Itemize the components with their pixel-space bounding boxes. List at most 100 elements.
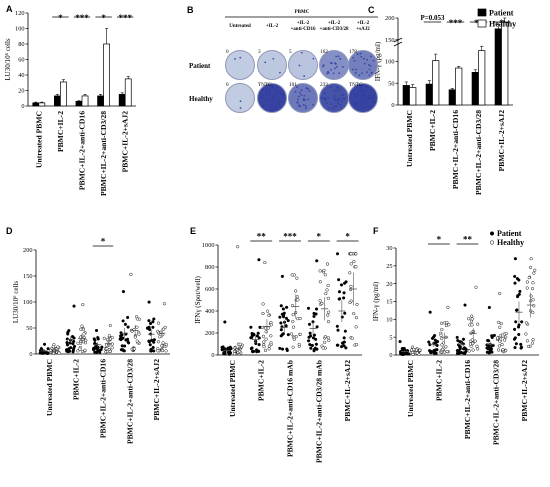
- panel-B-spot: [298, 91, 301, 94]
- panel-B-spot: [272, 57, 275, 60]
- panel-B-spot: [328, 107, 331, 110]
- panel-C-category-label: Untreated PBMC: [405, 110, 414, 167]
- panel-F-data-point: [513, 336, 517, 340]
- panel-D-data-point: [76, 341, 80, 345]
- panel-C-significance-label: P=0.053: [420, 14, 445, 22]
- panel-D-significance-label: *: [101, 237, 106, 247]
- panel-B-spot: [333, 97, 336, 100]
- panel-B-spot: [341, 100, 344, 102]
- panel-F-data-point: [499, 322, 503, 326]
- panel-D-category-label: PBMC+IL-2+anti-CD3/28: [125, 359, 134, 444]
- panel-E-category-label: PBMC+IL-2: [257, 360, 266, 401]
- panel-F-data-point: [513, 274, 517, 278]
- panel-A-y-axis-label: LU30/10⁶ cells: [4, 38, 12, 81]
- panel-A-bar: [75, 100, 83, 107]
- panel-D-data-point: [79, 339, 83, 344]
- panel-A-significance-label: *: [58, 13, 63, 23]
- panel-E-data-point: [298, 332, 302, 336]
- panel-B-spot: [354, 102, 356, 105]
- panel-B-spot: [362, 90, 365, 93]
- panel-F-data-point: [434, 351, 438, 355]
- panel-E-data-point: [339, 345, 344, 349]
- panel-C-bar: [448, 89, 456, 106]
- panel-F-data-point: [514, 342, 518, 346]
- panel-F-data-point: [527, 344, 531, 349]
- panel-D-data-point: [80, 324, 84, 328]
- panel-B-spot: [323, 92, 326, 95]
- panel-D-data-point: [156, 321, 161, 325]
- panel-B-spot: [308, 90, 311, 92]
- panel-E-data-point: [297, 342, 301, 346]
- panel-E-data-point: [326, 320, 331, 324]
- panel-D-data-point: [152, 317, 156, 321]
- panel-F-data-point: [435, 343, 439, 348]
- panel-F-category-label: PBMC+IL-2: [434, 360, 443, 401]
- panel-B-spot: [276, 86, 279, 89]
- panel-E-data-point: [342, 344, 346, 348]
- panel-E-data-point: [281, 313, 286, 317]
- panel-E-data-point: [311, 336, 315, 340]
- panel-B-spot: [333, 105, 336, 108]
- panel-E-data-point: [281, 307, 285, 311]
- panel-F-data-point: [459, 350, 463, 355]
- panel-E-data-point: [350, 336, 354, 340]
- panel-B-spot: [312, 57, 315, 60]
- panel-B-header: PBMC: [295, 10, 310, 15]
- panel-E-data-point: [349, 262, 353, 266]
- panel-D-ytick-label: 0: [29, 351, 32, 358]
- panel-E-data-point: [263, 260, 267, 265]
- panel-F-data-point: [487, 305, 491, 310]
- panel-D-category-label: PBMC+IL-2+anti-CD16: [99, 359, 108, 438]
- panel-F-data-point: [531, 281, 535, 285]
- panel-B-spot: [354, 104, 357, 106]
- panel-E-data-point: [314, 307, 319, 311]
- panel-F-data-point: [533, 268, 537, 272]
- panel-F-data-point: [487, 347, 491, 351]
- panel-F-data-point: [444, 345, 448, 349]
- panel-D-data-point: [126, 341, 131, 345]
- panel-B-spot-count: 162: [320, 49, 328, 55]
- panel-E-category-label: PBMC+IL-2+anti-CD3/28 mAb: [314, 360, 323, 463]
- panel-F-data-point: [434, 340, 438, 344]
- panel-E-data-point: [223, 320, 227, 324]
- panel-F-data-point: [516, 294, 520, 298]
- panel-B-spot: [334, 98, 337, 101]
- panel-B-spot: [371, 71, 374, 74]
- panel-E-data-point: [312, 349, 316, 353]
- panel-A-bar: [97, 95, 104, 107]
- panel-B-spot: [333, 90, 336, 92]
- panel-E-data-point: [349, 284, 353, 288]
- panel-C-category-label: PBMC+IL-2+anti-CD16: [451, 110, 460, 189]
- panel-F-data-point: [430, 336, 435, 340]
- panel-C-bar: [455, 67, 463, 106]
- panel-F-data-point: [441, 347, 445, 351]
- panel-E-data-point: [354, 252, 358, 256]
- panel-B-spot: [363, 97, 366, 99]
- panel-F-data-point: [415, 351, 419, 355]
- panel-B-spot: [272, 94, 275, 96]
- panel-B-spot: [239, 107, 242, 109]
- panel-B-spot: [239, 100, 242, 103]
- panel-D-data-point: [96, 337, 100, 341]
- panel-D-data-point: [72, 336, 76, 340]
- panel-C-bar: [425, 83, 433, 106]
- panel-B-spot: [360, 95, 363, 97]
- panel-B-letter: B: [187, 5, 194, 15]
- panel-E-data-point: [262, 340, 266, 344]
- panel-D-data-point: [137, 332, 141, 336]
- panel-E-data-point: [250, 349, 255, 353]
- panel-F-data-point: [467, 317, 471, 321]
- panel-A-category-label: Untreated PBMC: [34, 111, 43, 168]
- panel-F-data-point: [475, 344, 479, 348]
- panel-E-data-point: [325, 262, 330, 266]
- panel-E-data-point: [306, 306, 311, 310]
- panel-B-spot: [335, 65, 338, 68]
- panel-B-spot: [271, 105, 274, 108]
- panel-E-data-point: [307, 322, 312, 326]
- panel-F-data-point: [492, 333, 496, 337]
- panel-F-data-point: [498, 291, 502, 296]
- panel-B-spot: [363, 57, 365, 60]
- panel-F-data-point: [527, 276, 531, 280]
- panel-D-data-point: [121, 348, 125, 352]
- panel-E-data-point: [267, 344, 271, 348]
